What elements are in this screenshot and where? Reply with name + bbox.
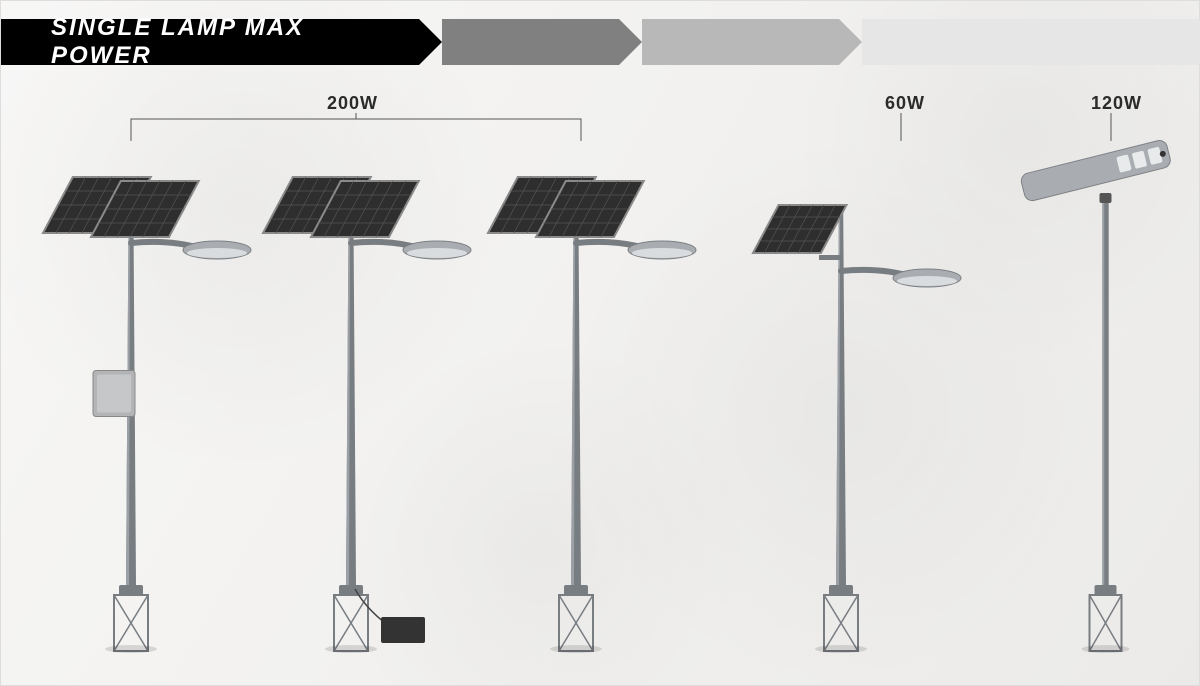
lamp-c-200w [506,141,706,651]
lamp-d-60w [771,161,971,651]
lamp-b-200w-groundbox [281,141,481,651]
lamp-e-120w-integrated [1001,141,1191,651]
lamp-a-200w-box [61,141,261,651]
lamps-area [1,131,1199,671]
